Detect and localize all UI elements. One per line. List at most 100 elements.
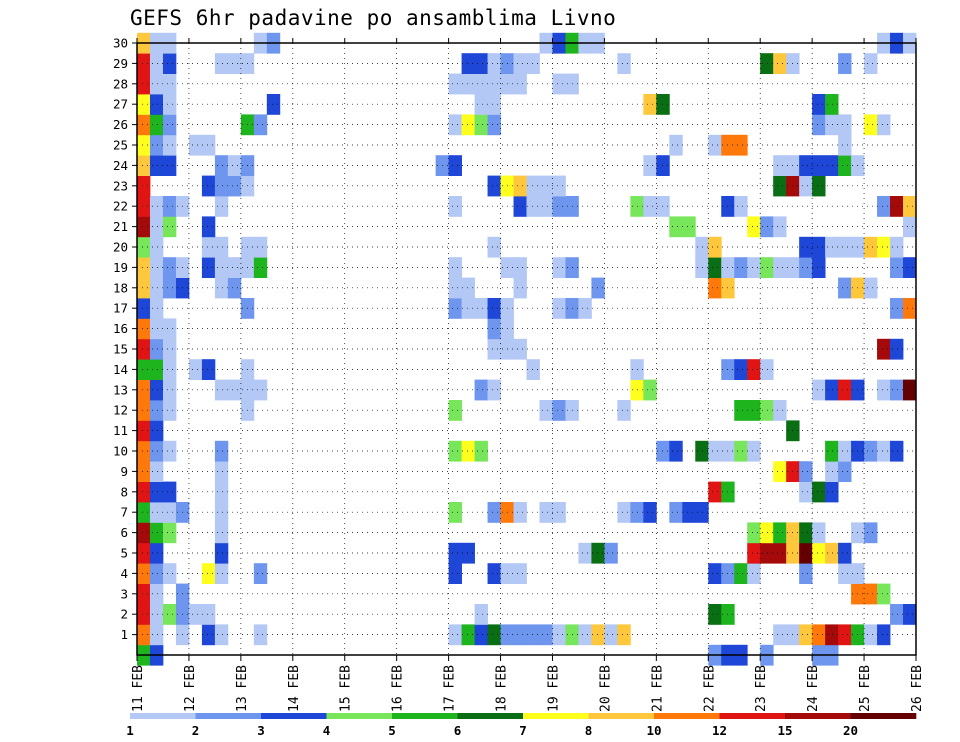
- heatmap-cell: [552, 624, 566, 646]
- y-tick-label: 24: [113, 158, 128, 173]
- heatmap-cell: [461, 440, 475, 462]
- heatmap-cell: [487, 502, 501, 523]
- heatmap-cell: [149, 542, 164, 564]
- heatmap-cell: [890, 440, 904, 462]
- heatmap-cell: [513, 73, 527, 95]
- y-tick-label: 30: [113, 36, 128, 51]
- heatmap-cell: [669, 440, 683, 462]
- heatmap-cell: [773, 624, 787, 646]
- heatmap-cell: [448, 114, 462, 136]
- y-tick-label: 26: [113, 117, 128, 132]
- heatmap-cell: [708, 257, 722, 278]
- heatmap-cell: [201, 257, 216, 278]
- heatmap-cell: [760, 216, 774, 238]
- chart-title: GEFS 6hr padavine po ansamblima Livno: [130, 6, 617, 30]
- heatmap-cell: [448, 400, 462, 421]
- x-tick-label: 16 FEB: [391, 665, 406, 712]
- heatmap-cell: [656, 196, 670, 217]
- heatmap-cell: [448, 257, 462, 278]
- heatmap-cell: [448, 155, 462, 176]
- heatmap-cell: [149, 440, 164, 462]
- y-tick-label: 16: [113, 321, 128, 336]
- heatmap-cell: [149, 583, 164, 605]
- heatmap-cell: [149, 338, 164, 360]
- heatmap-cell: [513, 502, 527, 523]
- heatmap-cell: [591, 624, 605, 646]
- y-tick-label: 3: [120, 586, 128, 601]
- heatmap-cell: [838, 379, 852, 401]
- heatmap-cell: [266, 94, 281, 115]
- heatmap-cell: [812, 542, 826, 564]
- heatmap-cell: [149, 420, 164, 442]
- x-tick-label: 15 FEB: [339, 665, 354, 712]
- heatmap-cell: [734, 359, 748, 380]
- heatmap-cell: [747, 359, 761, 380]
- heatmap-cell: [617, 53, 631, 74]
- heatmap-cell: [448, 563, 462, 584]
- colorbar-swatch: [392, 713, 458, 719]
- heatmap-cell: [149, 522, 164, 544]
- heatmap-cell: [864, 583, 878, 605]
- colorbar-label: 20: [843, 723, 858, 738]
- heatmap-cell: [149, 461, 164, 482]
- heatmap-cell: [137, 216, 151, 238]
- heatmap-cell: [253, 114, 268, 136]
- heatmap-cell: [137, 53, 151, 74]
- heatmap-cell: [799, 155, 813, 176]
- heatmap-cell: [162, 94, 177, 115]
- heatmap-cell: [760, 542, 774, 564]
- colorbar-label: 4: [323, 723, 331, 738]
- heatmap-cell: [214, 196, 229, 217]
- heatmap-cell: [253, 257, 268, 278]
- heatmap-cell: [201, 563, 216, 584]
- heatmap-cell: [799, 522, 813, 544]
- heatmap-cell: [149, 114, 164, 136]
- heatmap-cell: [708, 236, 722, 258]
- heatmap-cell: [214, 461, 229, 482]
- heatmap-cell: [137, 359, 151, 380]
- heatmap-cell: [552, 73, 566, 95]
- heatmap-cell: [487, 175, 501, 197]
- heatmap-cell: [149, 502, 164, 523]
- heatmap-cell: [656, 155, 670, 176]
- heatmap-cell: [877, 440, 891, 462]
- x-tick-label: 11 FEB: [131, 665, 146, 712]
- heatmap-cell: [149, 277, 164, 299]
- heatmap-cell: [149, 53, 164, 74]
- y-tick-label: 12: [113, 403, 128, 418]
- colorbar-swatch: [719, 713, 786, 719]
- heatmap-cell: [552, 298, 566, 319]
- heatmap-cell: [864, 624, 878, 646]
- heatmap-cell: [864, 522, 878, 544]
- y-tick-label: 22: [113, 199, 128, 214]
- heatmap-cell: [903, 196, 917, 217]
- heatmap-cell: [162, 257, 177, 278]
- heatmap-cell: [137, 583, 151, 605]
- heatmap-cell: [214, 440, 229, 462]
- heatmap-cell: [812, 379, 826, 401]
- heatmap-cell: [539, 624, 553, 646]
- heatmap-cell: [864, 277, 878, 299]
- heatmap-cell: [643, 379, 657, 401]
- heatmap-cell: [708, 604, 722, 625]
- colorbar-label: 10: [646, 723, 661, 738]
- heatmap-cell: [162, 73, 177, 95]
- colorbar-label: 6: [454, 723, 462, 738]
- heatmap-cell: [461, 298, 475, 319]
- colorbar-label: 12: [712, 723, 727, 738]
- heatmap-cell: [903, 604, 917, 625]
- heatmap-cell: [708, 277, 722, 299]
- heatmap-cell: [137, 420, 151, 442]
- heatmap-cell: [838, 542, 852, 564]
- heatmap-cell: [162, 338, 177, 360]
- heatmap-cell: [227, 257, 242, 278]
- y-tick-label: 18: [113, 280, 128, 295]
- heatmap-cell: [214, 53, 229, 74]
- heatmap-cell: [825, 236, 839, 258]
- heatmap-cell: [643, 94, 657, 115]
- heatmap-cell: [513, 624, 527, 646]
- heatmap-cell: [825, 461, 839, 482]
- colorbar-swatch: [785, 713, 851, 719]
- colorbar-swatch: [588, 713, 655, 719]
- heatmap-cell: [149, 73, 164, 95]
